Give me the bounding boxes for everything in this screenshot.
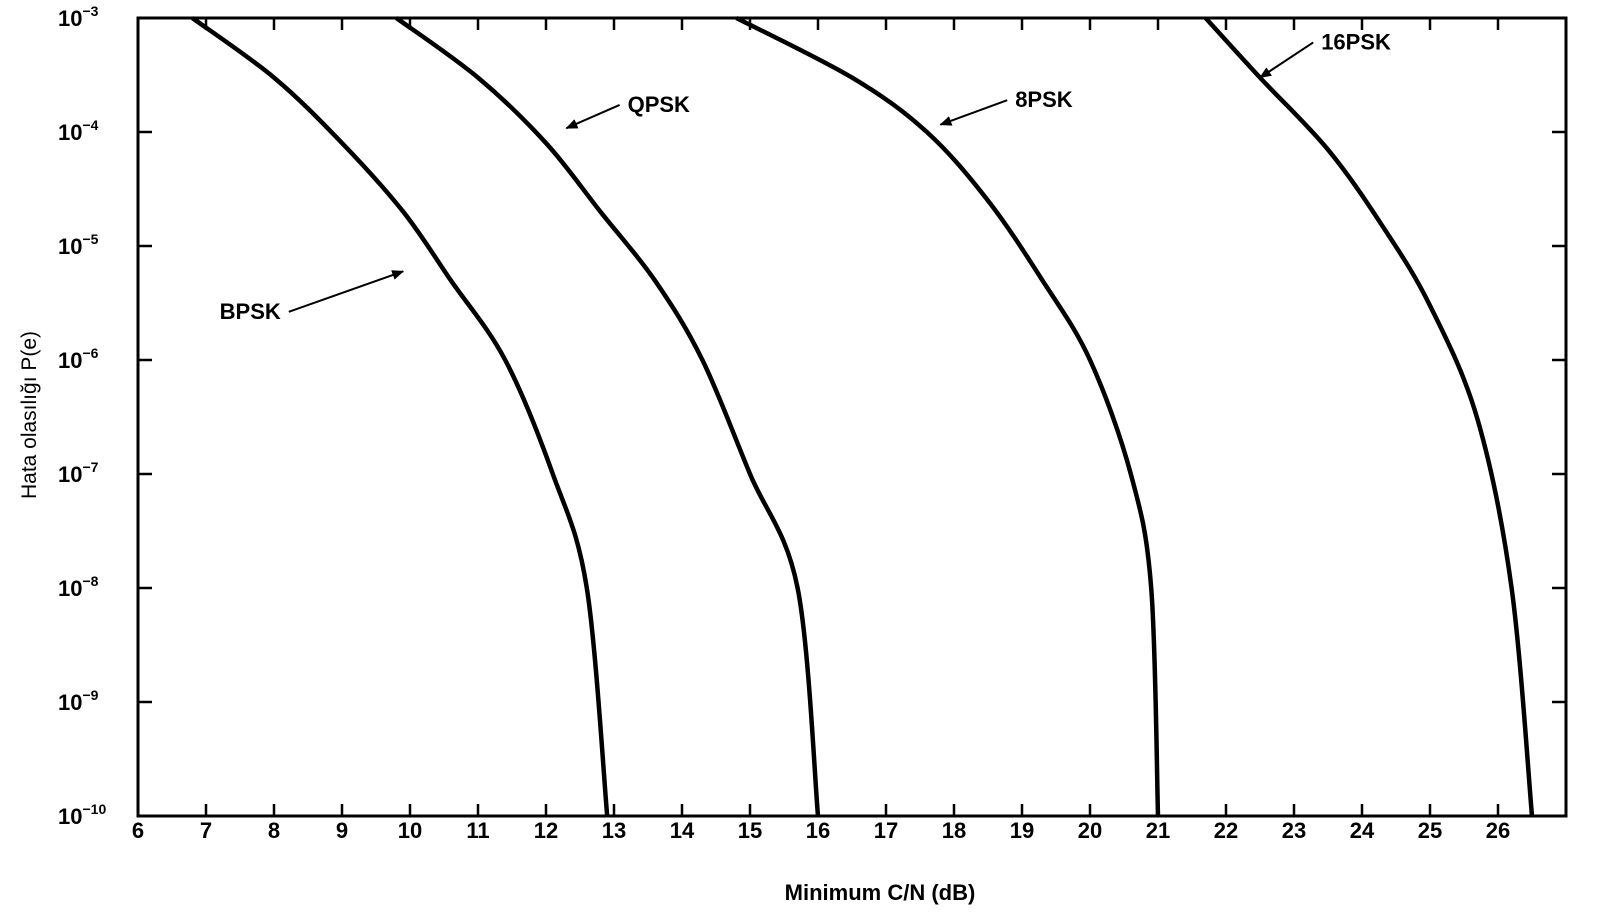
x-tick-label: 8 xyxy=(268,818,280,843)
series-line-bpsk xyxy=(191,16,610,817)
x-tick-label: 22 xyxy=(1214,818,1238,843)
x-tick-label: 12 xyxy=(534,818,558,843)
series-line-qpsk xyxy=(395,16,821,817)
x-tick-label: 18 xyxy=(942,818,966,843)
x-tick-label: 13 xyxy=(602,818,626,843)
x-tick-label: 17 xyxy=(874,818,898,843)
plot-border xyxy=(136,16,1568,818)
x-tick-label: 25 xyxy=(1418,818,1442,843)
annotation-arrow-bpsk xyxy=(288,270,405,313)
annotation-label-qpsk: QPSK xyxy=(628,92,690,117)
x-tick-label: 10 xyxy=(398,818,422,843)
y-tick-label: 10−4 xyxy=(58,117,99,145)
y-tick-label: 10−3 xyxy=(58,3,99,31)
curve-annotations: BPSK QPSK 8PSK 16PSK xyxy=(220,29,1391,323)
series-lines xyxy=(191,16,1535,817)
annotation-label-8psk: 8PSK xyxy=(1015,87,1073,112)
y-tick-labels: 10−3 10−4 10−5 10−6 10−7 10−8 10−9 10−10 xyxy=(58,3,106,829)
x-tick-labels: 6 7 8 9 10 11 12 13 14 15 16 17 18 19 20 21 22 23 24 25 26 xyxy=(132,818,1510,843)
x-tick-label: 16 xyxy=(806,818,830,843)
x-tick-label: 9 xyxy=(336,818,348,843)
x-tick-label: 14 xyxy=(670,818,695,843)
y-tick-label: 10−6 xyxy=(58,345,99,373)
y-axis-title: Hata olasılığı P(e) xyxy=(18,331,41,499)
plot-frame xyxy=(136,16,1568,818)
annotation-arrow-8psk xyxy=(939,99,1008,126)
x-tick-label: 23 xyxy=(1282,818,1306,843)
annotation-label-16psk: 16PSK xyxy=(1321,29,1391,54)
y-tick-label: 10−5 xyxy=(58,231,99,259)
y-tick-label: 10−9 xyxy=(58,687,99,715)
x-tick-label: 11 xyxy=(466,818,489,843)
y-tick-label: 10−10 xyxy=(58,801,106,829)
x-tick-label: 21 xyxy=(1146,818,1170,843)
x-tick-label: 19 xyxy=(1010,818,1034,843)
x-tick-label: 26 xyxy=(1486,818,1510,843)
y-tick-label: 10−8 xyxy=(58,573,99,601)
x-tick-label: 20 xyxy=(1078,818,1102,843)
y-tick-label: 10−7 xyxy=(58,459,99,487)
x-tick-label: 24 xyxy=(1350,818,1375,843)
annotation-label-bpsk: BPSK xyxy=(220,299,281,324)
series-line-16psk xyxy=(1203,16,1535,817)
annotation-arrow-qpsk xyxy=(565,104,621,130)
annotation-arrow-16psk xyxy=(1259,41,1314,79)
x-tick-label: 15 xyxy=(738,818,762,843)
axis-ticks xyxy=(136,16,1566,818)
x-tick-label: 7 xyxy=(200,818,212,843)
x-axis-title: Minimum C/N (dB) xyxy=(785,880,976,905)
series-line-8psk xyxy=(735,16,1161,817)
x-tick-label: 6 xyxy=(132,818,144,843)
